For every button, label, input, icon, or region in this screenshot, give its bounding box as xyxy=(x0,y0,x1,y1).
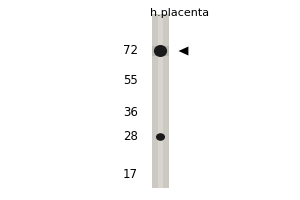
Bar xyxy=(152,14,169,188)
Polygon shape xyxy=(178,46,188,55)
Text: 55: 55 xyxy=(123,74,138,88)
Text: 17: 17 xyxy=(123,168,138,180)
Bar xyxy=(152,46,169,56)
Ellipse shape xyxy=(156,133,165,141)
Text: h.placenta: h.placenta xyxy=(150,8,210,18)
Ellipse shape xyxy=(154,45,167,57)
Text: 72: 72 xyxy=(123,45,138,58)
Text: 36: 36 xyxy=(123,106,138,119)
Text: 28: 28 xyxy=(123,130,138,144)
Bar xyxy=(158,14,164,188)
